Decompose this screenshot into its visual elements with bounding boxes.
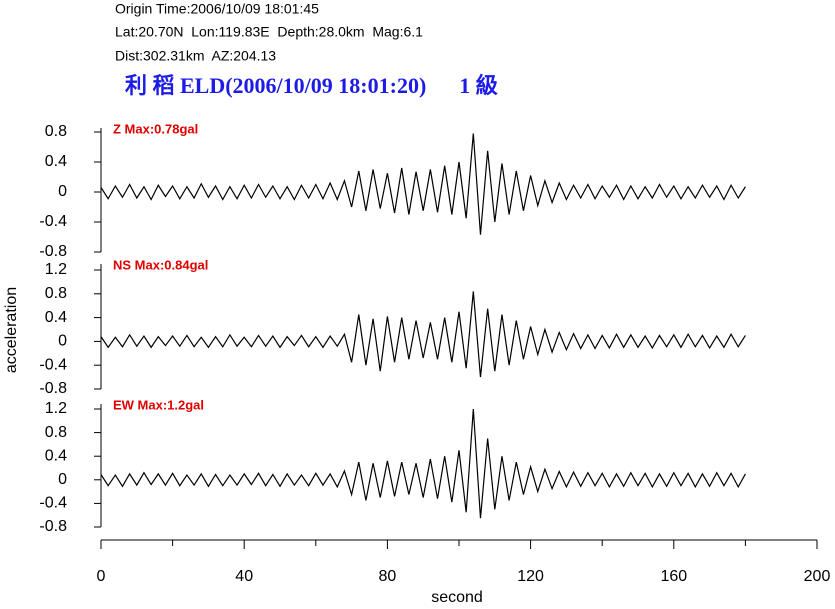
y-tick-label: 0.4 [45,153,67,170]
y-axis-label: acceleration [3,287,20,373]
y-tick-label: 0.8 [45,285,67,302]
y-tick-label: 0 [58,183,67,200]
y-tick-label: 0.4 [45,309,67,326]
panel-label: NS Max:0.84gal [113,257,208,272]
y-tick-label: -0.4 [39,213,67,230]
panel-label: EW Max:1.2gal [113,397,204,412]
x-tick-label: 160 [660,568,687,585]
station-title: 利 稻 ELD(2006/10/09 18:01:20) 1 級 [125,73,498,98]
y-tick-label: 1.2 [45,261,67,278]
y-tick-label: 0 [58,471,67,488]
waveform [100,291,746,378]
y-tick-label: -0.8 [39,518,67,535]
location: Lat:20.70N Lon:119.83E Depth:28.0km Mag:… [115,24,423,40]
x-tick-label: 200 [804,568,831,585]
y-tick-label: -0.8 [39,243,67,260]
x-tick-label: 0 [97,568,106,585]
y-tick-label: 0 [58,333,67,350]
x-tick-label: 80 [379,568,397,585]
y-tick-label: -0.4 [39,356,67,373]
y-tick-label: -0.4 [39,495,67,512]
y-tick-label: 0.8 [45,424,67,441]
y-tick-label: -0.8 [39,380,67,397]
waveform [100,408,746,519]
x-tick-label: 120 [517,568,544,585]
waveform [100,133,746,235]
y-tick-label: 1.2 [45,400,67,417]
y-tick-label: 0.4 [45,447,67,464]
origin-time: Origin Time:2006/10/09 18:01:45 [115,1,319,17]
x-tick-label: 40 [235,568,253,585]
distance: Dist:302.31km AZ:204.13 [115,48,276,64]
y-tick-label: 0.8 [45,123,67,140]
panel-label: Z Max:0.78gal [113,121,198,136]
x-axis-label: second [431,589,483,606]
